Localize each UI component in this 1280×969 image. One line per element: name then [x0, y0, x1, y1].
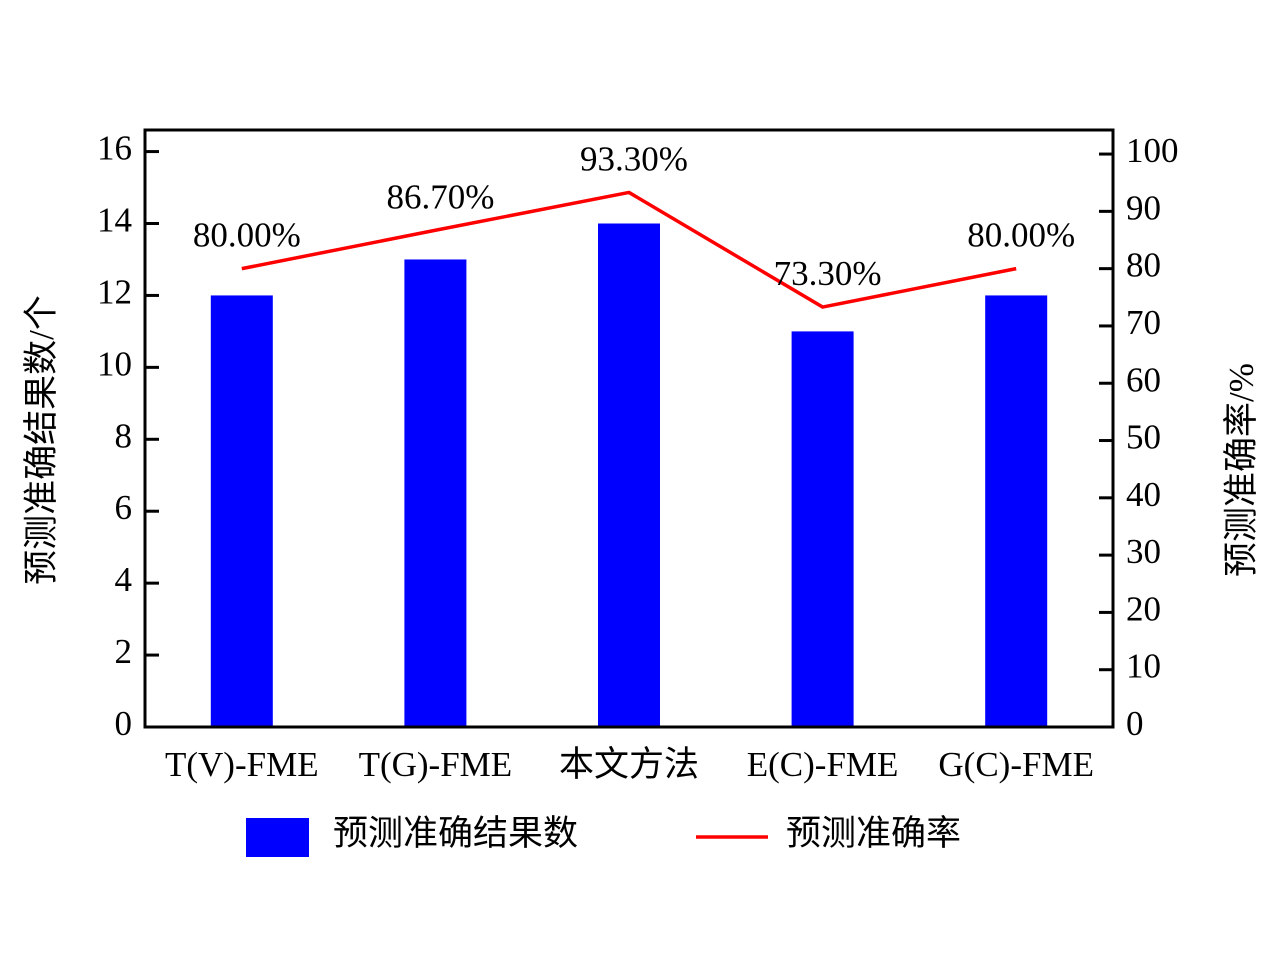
- y-tick-label: 14: [97, 201, 132, 240]
- y2-tick-label: 20: [1126, 589, 1161, 628]
- y2-tick-label: 60: [1126, 360, 1161, 399]
- y-tick-label: 0: [115, 704, 133, 743]
- data-label: 86.70%: [386, 177, 494, 216]
- x-tick-label: G(C)-FME: [938, 745, 1094, 784]
- y2-tick-label: 90: [1126, 188, 1161, 227]
- x-tick-label: E(C)-FME: [747, 745, 899, 784]
- legend-label: 预测准确结果数: [333, 814, 578, 853]
- y-tick-label: 16: [97, 129, 132, 168]
- legend-label: 预测准确率: [786, 814, 961, 853]
- bar: [598, 223, 660, 727]
- y-tick-label: 8: [115, 416, 133, 455]
- data-label: 80.00%: [967, 216, 1075, 255]
- y2-tick-label: 0: [1126, 704, 1144, 743]
- y-tick-label: 6: [115, 488, 133, 527]
- y-tick-label: 10: [97, 344, 132, 383]
- y2-axis-title: 预测准确率/%: [1222, 363, 1261, 577]
- y2-tick-label: 80: [1126, 246, 1161, 285]
- y2-tick-label: 50: [1126, 418, 1161, 457]
- x-tick-label: T(G)-FME: [359, 745, 513, 784]
- y-tick-label: 4: [115, 560, 133, 599]
- data-label: 73.30%: [774, 254, 882, 293]
- plot-frame: [143, 128, 1115, 729]
- y2-tick-label: 30: [1126, 532, 1161, 571]
- bar: [791, 331, 854, 727]
- y2-tick-label: 70: [1126, 303, 1161, 342]
- y2-tick-label: 100: [1126, 131, 1179, 170]
- y2-tick-label: 40: [1126, 475, 1161, 514]
- data-label: 80.00%: [193, 216, 301, 255]
- y-tick-label: 2: [115, 632, 133, 671]
- bar: [404, 259, 467, 727]
- line: [241, 190, 1017, 309]
- bar: [985, 295, 1048, 727]
- y-axis-title: 预测准确结果数/个: [22, 295, 61, 585]
- y-tick-label: 12: [97, 272, 132, 311]
- x-tick-label: T(V)-FME: [165, 745, 319, 784]
- bar: [210, 295, 273, 727]
- legend-swatch: [246, 818, 309, 857]
- data-label: 93.30%: [580, 139, 688, 178]
- y2-tick-label: 10: [1126, 647, 1161, 686]
- x-tick-label: 本文方法: [559, 745, 699, 784]
